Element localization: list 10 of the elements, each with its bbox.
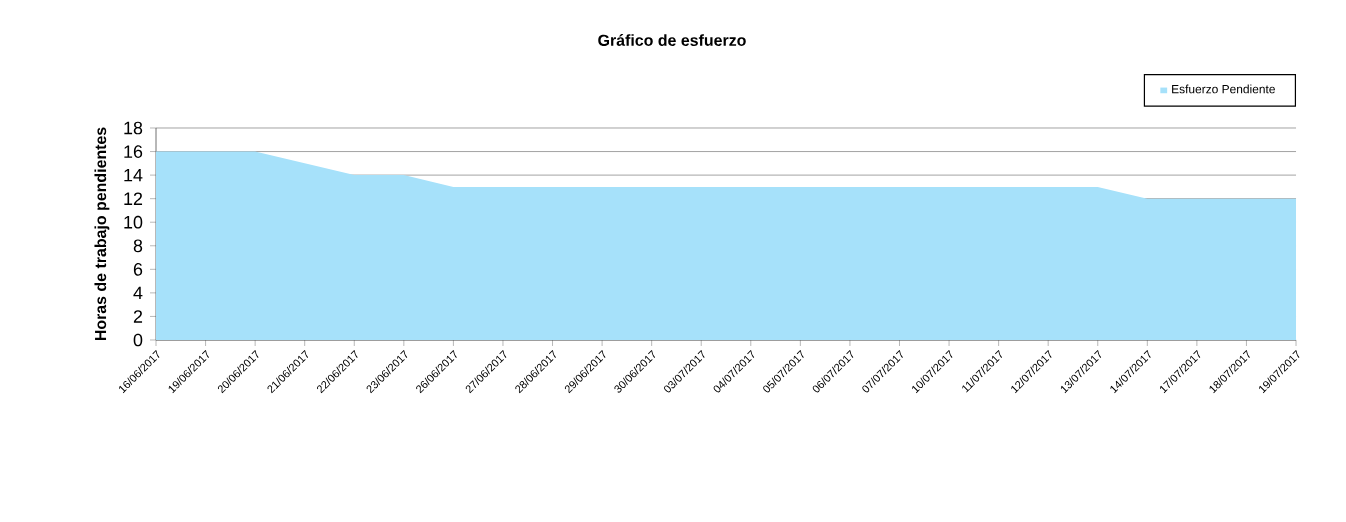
y-tick-label: 2 <box>133 310 143 323</box>
y-tick-label: 10 <box>124 215 143 229</box>
y-tick-label: 16 <box>124 145 143 158</box>
y-tick-label: 0 <box>133 333 143 347</box>
y-tick-label: 4 <box>133 286 143 300</box>
y-tick-label: 12 <box>124 192 143 205</box>
y-tick-label: 18 <box>124 121 143 135</box>
y-tick-label: 8 <box>133 239 143 253</box>
y-tick-label: 6 <box>133 262 143 276</box>
y-tick-label: 14 <box>124 168 143 182</box>
